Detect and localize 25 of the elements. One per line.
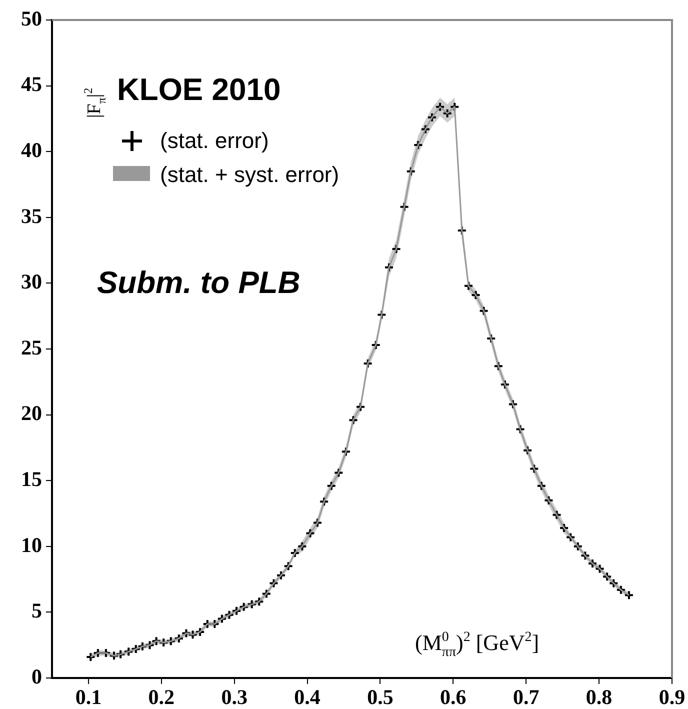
y-tick-label: 45 xyxy=(21,72,42,96)
x-tick-label: 0.3 xyxy=(221,685,248,709)
x-tick-label: 0.2 xyxy=(148,685,175,709)
x-tick-label: 0.1 xyxy=(75,685,102,709)
annotation: Subm. to PLB xyxy=(97,265,300,300)
y-tick-label: 10 xyxy=(21,532,42,557)
y-tick-label: 5 xyxy=(32,598,42,623)
y-tick-label: 20 xyxy=(21,401,42,426)
y-tick-label: 35 xyxy=(21,204,42,228)
legend-title: KLOE 2010 xyxy=(117,72,281,107)
y-tick-label: 40 xyxy=(21,138,42,162)
legend-label: (stat. + syst. error) xyxy=(160,162,340,187)
y-tick-label: 25 xyxy=(21,335,42,360)
x-tick-label: 0.6 xyxy=(440,685,466,709)
x-tick-label: 0.4 xyxy=(294,685,321,709)
y-tick-label: 30 xyxy=(21,270,42,294)
x-tick-label: 0.5 xyxy=(367,685,394,709)
x-tick-label: 0.8 xyxy=(586,685,612,709)
y-tick-label: 0 xyxy=(32,664,42,688)
x-tick-label: 0.9 xyxy=(658,685,686,709)
x-tick-label: 0.7 xyxy=(512,685,540,709)
legend-label: (stat. error) xyxy=(160,128,269,153)
y-tick-label: 15 xyxy=(21,467,42,492)
y-tick-label: 50 xyxy=(21,6,42,30)
y-axis-title: |Fπ|2 xyxy=(81,88,108,118)
